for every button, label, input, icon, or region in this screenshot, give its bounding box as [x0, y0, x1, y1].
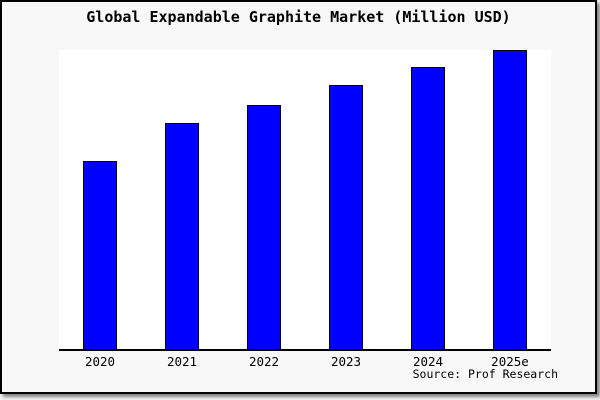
plot-area: [59, 50, 551, 351]
bar-2022: [247, 105, 281, 349]
x-tick-label: 2025e: [491, 354, 529, 369]
x-tick-label: 2023: [330, 354, 362, 369]
bar-2021: [165, 123, 199, 349]
x-tick-label: 2021: [166, 354, 198, 369]
bar-2020: [83, 161, 117, 349]
x-tick-label: 2022: [248, 354, 280, 369]
x-tick-label: 2020: [84, 354, 116, 369]
x-axis-labels: 2020 2021 2022 2023 2024 2025e: [59, 355, 551, 369]
bar-2025e: [493, 50, 527, 349]
bar-2023: [329, 85, 363, 349]
x-tick-label: 2024: [412, 354, 444, 369]
chart-title: Global Expandable Graphite Market (Milli…: [86, 8, 511, 26]
bar-2024: [411, 67, 445, 349]
source-note: Source: Prof Research: [412, 367, 558, 381]
